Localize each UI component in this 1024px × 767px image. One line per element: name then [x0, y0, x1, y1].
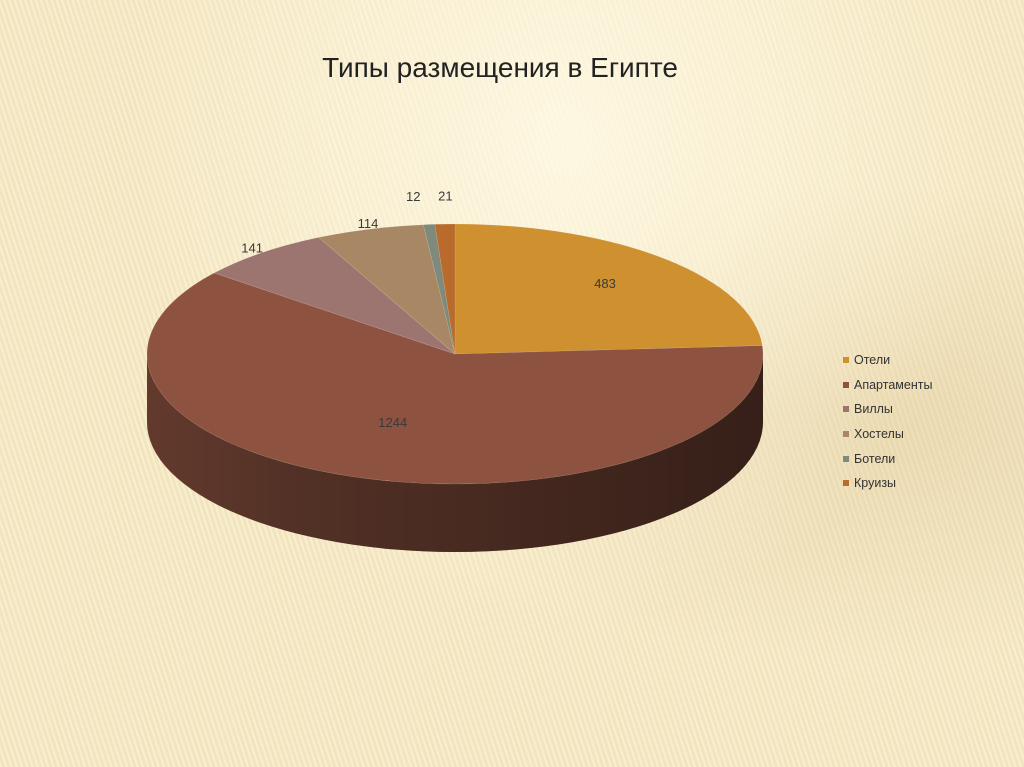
pie-slice-отели — [454, 223, 763, 355]
legend-label: Апартаменты — [854, 377, 933, 392]
legend-item-отели: Отели — [843, 348, 932, 373]
pie-slice-виллы — [213, 237, 456, 355]
legend-swatch — [843, 480, 849, 487]
legend-swatch — [843, 406, 849, 413]
legend-swatch — [843, 431, 849, 438]
data-label-круизы: 21 — [438, 188, 452, 203]
data-label-отели: 483 — [594, 276, 616, 291]
data-label-ботели: 12 — [406, 189, 420, 204]
legend-item-хостелы: Хостелы — [843, 422, 932, 447]
data-label-апартаменты: 1244 — [378, 415, 407, 430]
pie-slice-круизы — [434, 223, 456, 355]
data-label-виллы: 141 — [241, 241, 263, 256]
legend: Отели Апартаменты Виллы Хостелы Ботели Круизы — [843, 348, 932, 496]
pie-slice-ботели — [422, 223, 456, 355]
legend-swatch — [843, 455, 849, 462]
legend-label: Отели — [854, 353, 891, 368]
legend-label: Хостелы — [854, 427, 904, 442]
pie-side-shade-апартаменты — [147, 354, 763, 552]
data-label-хостелы: 114 — [358, 216, 379, 231]
chart-title: Типы размещения в Египте — [322, 52, 678, 83]
legend-item-ботели: Ботели — [843, 446, 932, 471]
legend-item-апартаменты: Апартаменты — [843, 373, 932, 398]
pie-slice-хостелы — [318, 224, 456, 355]
legend-label: Круизы — [854, 476, 897, 491]
legend-item-виллы: Виллы — [843, 397, 932, 422]
legend-swatch — [843, 381, 849, 388]
legend-label: Виллы — [854, 402, 893, 417]
legend-label: Ботели — [854, 451, 896, 466]
legend-swatch — [843, 357, 849, 364]
legend-item-круизы: Круизы — [843, 471, 932, 496]
pie-slice-апартаменты — [146, 272, 764, 485]
